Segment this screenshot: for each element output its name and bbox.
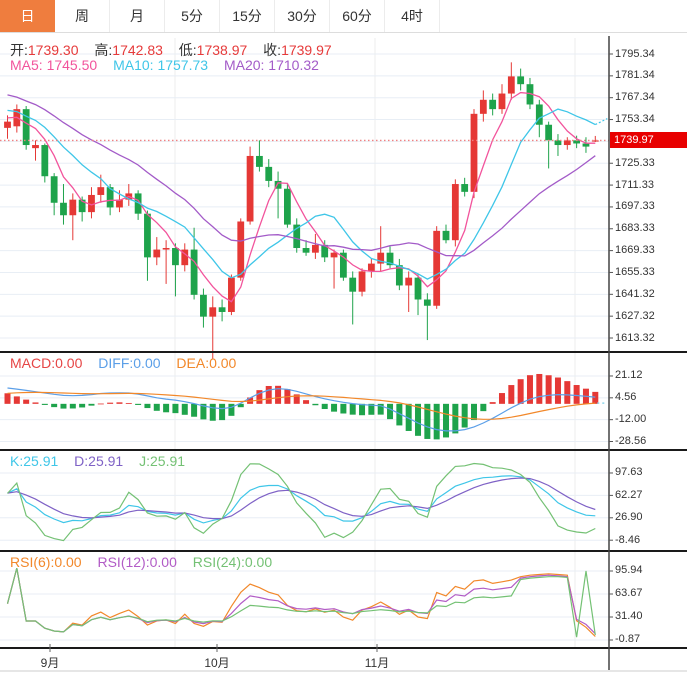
- open-label: 开:: [10, 42, 28, 58]
- y-axis-label: -28.56: [615, 435, 647, 447]
- ma10-value: 1757.73: [157, 57, 209, 73]
- timeframe-tab-3[interactable]: 月: [110, 0, 165, 32]
- x-axis-month-label: 10月: [204, 656, 230, 670]
- open-value: 1739.30: [27, 42, 79, 58]
- y-axis-label: 1767.34: [615, 91, 655, 103]
- y-axis-label: 1627.32: [615, 310, 655, 322]
- ma-readout: MA5: 1745.50 MA10: 1757.73 MA20: 1710.32: [10, 57, 331, 73]
- j-label: J:: [139, 453, 150, 469]
- ma5-label: MA5:: [10, 57, 47, 73]
- high-value: 1742.83: [112, 42, 163, 58]
- close-value: 1739.97: [281, 42, 332, 58]
- x-axis-month-label: 9月: [40, 656, 60, 670]
- j-value: 25.91: [150, 453, 186, 469]
- y-axis-label: -0.87: [615, 633, 641, 645]
- y-axis-label: 1641.32: [615, 288, 655, 300]
- diff-label: DIFF:: [98, 355, 134, 371]
- k-label: K:: [10, 453, 24, 469]
- x-axis-month-label: 11月: [364, 656, 390, 670]
- low-label: 低:: [178, 42, 197, 58]
- y-axis-label: -8.46: [615, 534, 641, 546]
- y-axis-label: 97.63: [615, 466, 643, 478]
- y-axis-label: 31.40: [615, 610, 643, 622]
- low-value: 1738.97: [196, 42, 248, 58]
- close-label: 收:: [263, 42, 282, 58]
- y-axis-label: 1697.33: [615, 200, 655, 212]
- y-axis-label: -12.00: [615, 413, 647, 425]
- macd-value: 0.00: [55, 355, 83, 371]
- diff-value: 0.00: [133, 355, 161, 371]
- timeframe-tab-5[interactable]: 15分: [220, 0, 275, 32]
- rsi12-value: 0.00: [149, 554, 177, 570]
- high-label: 高:: [94, 42, 113, 58]
- y-axis-label: 1753.34: [615, 113, 655, 125]
- timeframe-tab-8[interactable]: 4时: [385, 0, 440, 32]
- rsi-readout: RSI(6):0.00 RSI(12):0.00 RSI(24):0.00: [10, 554, 284, 570]
- rsi12-label: RSI(12):: [97, 554, 150, 570]
- timeframe-tab-6[interactable]: 30分: [275, 0, 330, 32]
- rsi24-value: 0.00: [244, 554, 273, 570]
- y-axis-label: 1683.33: [615, 222, 655, 234]
- rsi6-label: RSI(6):: [10, 554, 55, 570]
- k-value: 25.91: [23, 453, 59, 469]
- timeframe-tab-1[interactable]: 日: [0, 0, 55, 32]
- ohlc-readout: 开:1739.30 高:1742.83 低:1738.97 收:1739.97: [10, 40, 344, 60]
- y-axis-label: 21.12: [615, 369, 643, 381]
- y-axis-label: 1725.33: [615, 157, 655, 169]
- rsi24-label: RSI(24):: [192, 554, 245, 570]
- y-axis-label: 1781.34: [615, 69, 655, 81]
- y-axis-label: 62.27: [615, 489, 643, 501]
- y-axis-label: 1655.33: [615, 266, 655, 278]
- y-axis-label: 63.67: [615, 587, 643, 599]
- timeframe-tab-7[interactable]: 60分: [330, 0, 385, 32]
- ma20-label: MA20:: [223, 57, 269, 73]
- y-axis-label: 26.90: [615, 511, 643, 523]
- y-axis-label: 4.56: [615, 391, 637, 403]
- ma5-value: 1745.50: [46, 57, 98, 73]
- y-axis-label: 1711.33: [615, 179, 654, 191]
- ma20-value: 1710.32: [268, 57, 319, 73]
- macd-label: MACD:: [10, 355, 56, 371]
- dea-label: DEA:: [176, 355, 210, 371]
- current-price-tag: 1739.97: [610, 132, 687, 148]
- y-axis-label: 95.94: [615, 564, 643, 576]
- rsi6-value: 0.00: [54, 554, 82, 570]
- d-label: D:: [74, 453, 89, 469]
- kdj-readout: K:25.91 D:25.91 J:25.91: [10, 453, 197, 469]
- macd-readout: MACD:0.00 DIFF:0.00 DEA:0.00: [10, 355, 248, 371]
- timeframe-tabbar: 日周月 5分 15分 30分 60分 4时: [0, 0, 687, 33]
- timeframe-tab-4[interactable]: 5分: [165, 0, 220, 32]
- dea-value: 0.00: [209, 355, 237, 371]
- y-axis-label: 1669.33: [615, 244, 655, 256]
- ma10-label: MA10:: [113, 57, 158, 73]
- y-axis-label: 1613.32: [615, 332, 655, 344]
- y-axis-label: 1795.34: [615, 48, 655, 60]
- timeframe-tab-2[interactable]: 周: [55, 0, 110, 32]
- d-value: 25.91: [88, 453, 124, 469]
